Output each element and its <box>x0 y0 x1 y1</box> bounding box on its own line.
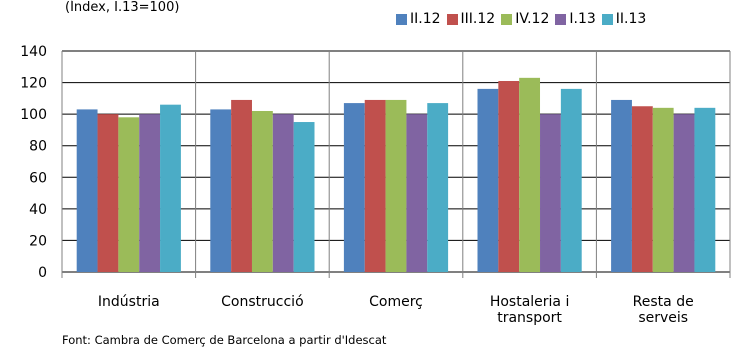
y-tick-label: 140 <box>20 44 47 60</box>
legend-item: II.12 <box>396 11 441 27</box>
x-category-label: Comerç <box>369 294 423 310</box>
bar <box>694 107 716 272</box>
legend-label: II.13 <box>615 11 647 27</box>
bar <box>272 114 294 273</box>
legend-swatch <box>601 13 613 25</box>
y-tick-label: 40 <box>29 202 47 218</box>
legend-item: I.13 <box>555 11 596 27</box>
bar <box>210 109 232 273</box>
bar <box>673 114 695 273</box>
bar <box>560 88 582 272</box>
legend-label: IV.12 <box>515 11 550 27</box>
x-category-label: Construcció <box>221 294 303 310</box>
x-category-label: Resta de <box>633 294 694 310</box>
y-tick-label: 20 <box>29 233 47 249</box>
x-category-label: transport <box>497 310 562 326</box>
legend-item: II.13 <box>601 11 647 27</box>
bar <box>477 88 499 272</box>
y-tick-label: 60 <box>29 170 47 186</box>
source-note: Font: Cambra de Comerç de Barcelona a pa… <box>62 333 387 347</box>
bar <box>540 114 561 273</box>
legend-swatch <box>446 13 458 25</box>
bar <box>406 114 428 273</box>
bar <box>652 107 674 272</box>
bar <box>118 117 140 272</box>
legend-swatch <box>555 13 567 25</box>
bar <box>427 103 449 272</box>
y-tick-label: 100 <box>20 107 47 123</box>
bar <box>364 99 386 272</box>
legend-swatch <box>396 13 407 25</box>
bar <box>519 77 541 272</box>
bar <box>631 106 653 272</box>
legend-item: III.12 <box>446 11 496 27</box>
y-tick-label: 120 <box>20 76 47 92</box>
y-tick-label: 80 <box>29 139 47 155</box>
x-category-label: Hostaleria i <box>490 294 570 310</box>
x-category-label: Indústria <box>98 294 160 310</box>
bar <box>251 110 273 272</box>
legend-label: I.13 <box>569 11 596 27</box>
bar <box>385 99 407 272</box>
legend-item: IV.12 <box>501 11 549 27</box>
bar <box>139 114 161 273</box>
bar <box>97 114 119 273</box>
y-tick-label: 0 <box>38 265 47 281</box>
bar <box>498 80 520 272</box>
legend-label: III.12 <box>460 11 496 27</box>
x-category-label: serveis <box>638 310 688 326</box>
bar <box>76 109 98 273</box>
chart-subtitle: (Índex, I.13=100) <box>65 0 180 15</box>
chart-legend: II.12 III.12 IV.12 I.13 II.13 <box>396 11 652 27</box>
bar <box>343 103 365 272</box>
bar <box>160 104 181 273</box>
bar <box>231 99 252 272</box>
bar <box>293 122 315 273</box>
legend-swatch <box>501 13 513 25</box>
legend-label: II.12 <box>410 11 441 27</box>
bar <box>611 99 632 272</box>
